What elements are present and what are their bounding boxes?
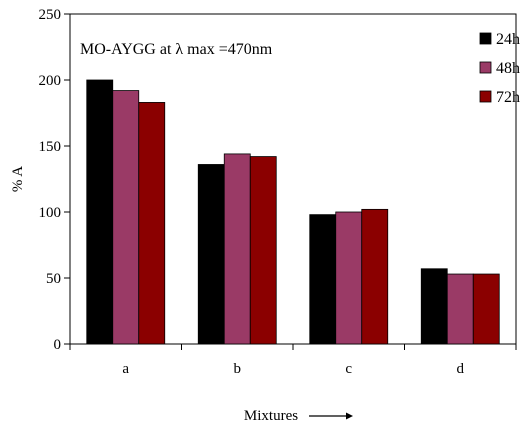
y-tick-label: 50	[46, 271, 61, 287]
bar-48h-a	[112, 90, 140, 345]
legend: 24h 48h 72h	[479, 31, 520, 106]
bar-24h-d	[420, 268, 448, 345]
y-tick-label: 250	[39, 7, 62, 23]
bar-72h-b	[249, 156, 277, 345]
legend-label: 24h	[496, 31, 520, 48]
legend-label: 72h	[496, 89, 520, 106]
x-axis-arrow	[309, 412, 353, 420]
legend-label: 48h	[496, 60, 520, 77]
x-tick-label: d	[457, 361, 465, 377]
bar-48h-b	[223, 153, 251, 345]
y-tick-label: 0	[54, 337, 62, 353]
legend-swatch-72h	[479, 90, 492, 103]
y-axis: 0 50 100 150 200 250	[39, 7, 70, 353]
bar-72h-c	[361, 208, 389, 345]
y-axis-label: % A	[10, 166, 26, 192]
bar-48h-d	[446, 273, 474, 345]
x-tick-label: a	[122, 361, 129, 377]
bar-series-group	[86, 79, 500, 345]
chart-annotation: MO-AYGG at λ max =470nm	[80, 41, 273, 58]
y-tick-label: 100	[39, 205, 62, 221]
bar-72h-a	[138, 102, 166, 345]
bar-24h-a	[86, 79, 114, 345]
y-tick-label: 200	[39, 73, 62, 89]
x-axis-label: Mixtures	[244, 408, 298, 424]
bar-24h-b	[197, 164, 225, 345]
legend-swatch-48h	[479, 61, 492, 74]
legend-swatch-24h	[479, 32, 492, 45]
x-tick-label: c	[345, 361, 352, 377]
x-axis: a b c d	[69, 344, 517, 377]
x-axis-arrow-head	[346, 412, 353, 420]
y-tick-label: 150	[39, 139, 62, 155]
bar-24h-c	[309, 214, 337, 345]
x-tick-label: b	[234, 361, 242, 377]
bar-48h-c	[335, 211, 363, 345]
bar-72h-d	[472, 273, 500, 345]
